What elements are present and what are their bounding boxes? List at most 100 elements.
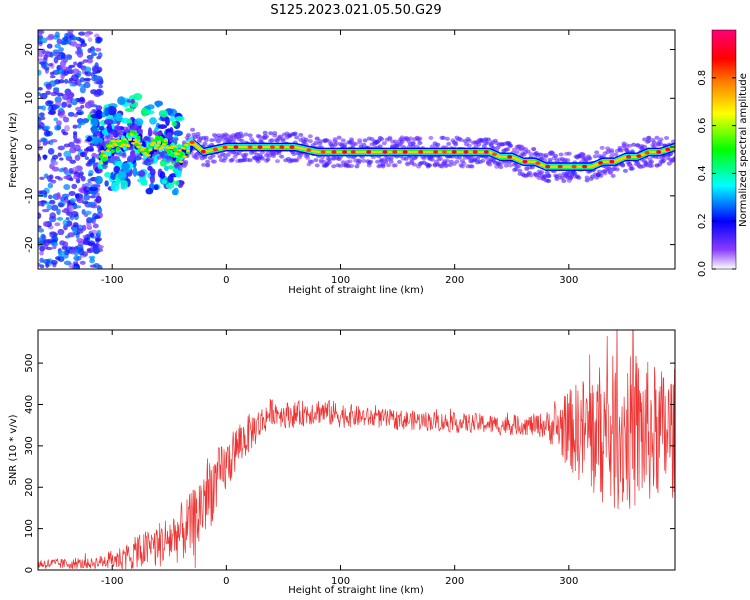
snr-y-tick-label: 300 xyxy=(24,436,35,455)
spectrogram-halo-point xyxy=(651,144,657,149)
spectrogram-noise-point xyxy=(57,152,62,157)
spectrogram-noise-point xyxy=(96,229,102,235)
spectrogram-halo-point xyxy=(239,138,245,143)
spectrogram-noise-point xyxy=(82,239,90,245)
spectrogram-noise-point xyxy=(38,69,42,76)
spectrogram-noise-point xyxy=(45,246,53,251)
spectrogram-noise-point xyxy=(95,40,102,44)
spectrogram-noise-point xyxy=(77,172,83,179)
spectrogram-ridge-cell xyxy=(122,138,127,141)
spectrogram-scatter-point xyxy=(171,189,178,196)
spectrogram-noise-point xyxy=(45,83,52,89)
spectrogram-noise-point xyxy=(41,105,47,111)
spectrogram-noise-point xyxy=(75,106,83,112)
colorbar-label: Normalized spectral amplitude xyxy=(738,73,749,227)
spectrogram-noise-point xyxy=(67,232,75,238)
spectrogram-halo-point xyxy=(629,149,635,154)
spectrogram-halo-point xyxy=(487,162,493,167)
spectrogram-peak-cell xyxy=(571,164,577,169)
spectrogram-halo-point xyxy=(262,130,268,135)
spectrogram-noise-point xyxy=(42,258,51,265)
spectrogram-halo-point xyxy=(587,156,593,161)
spectrogram-noise-point xyxy=(49,231,57,238)
spectrogram-halo-point xyxy=(183,161,189,166)
spectrogram-halo-point xyxy=(417,136,423,141)
spectrogram-scatter-point xyxy=(145,187,154,195)
spectrogram-scatter-point xyxy=(157,124,168,129)
spectrogram-noise-point xyxy=(64,78,69,84)
spectrogram-noise-point xyxy=(61,37,69,44)
spectrogram-halo-point xyxy=(165,158,171,163)
spectrogram-scatter-point xyxy=(124,107,135,112)
spectrogram-peak-cell xyxy=(320,150,326,154)
spectrogram-scatter-point xyxy=(104,107,110,117)
spectrogram-peak-cell xyxy=(222,145,228,150)
spectrogram-halo-point xyxy=(584,175,590,180)
spectrogram-noise-point xyxy=(50,139,58,143)
spectrogram-peak-cell xyxy=(342,150,348,154)
spectrogram-halo-point xyxy=(618,148,624,153)
spectrogram-halo-point xyxy=(362,138,368,143)
spectrogram-noise-point xyxy=(46,204,53,211)
spectrogram-scatter-point xyxy=(171,121,177,127)
spectrogram-halo-point xyxy=(239,134,245,139)
spectrogram-ridge-cell xyxy=(125,144,131,148)
spectrogram-noise-point xyxy=(76,228,84,234)
spectrogram-halo-point xyxy=(379,137,385,142)
spectrogram-ridge-cell xyxy=(160,137,165,142)
spectrogram-halo-point xyxy=(203,138,209,143)
spectrogram-noise-point xyxy=(40,37,48,44)
spectrogram-halo-point xyxy=(275,159,281,164)
spectrogram-scatter-point xyxy=(149,168,156,177)
spectrogram-halo-point xyxy=(247,158,253,163)
spectrogram-noise-point xyxy=(73,61,78,66)
spectrogram-halo-point xyxy=(546,174,552,179)
spectrogram-halo-point xyxy=(485,137,491,142)
spectrogram-noise-point xyxy=(87,37,93,43)
spectrogram-halo-point xyxy=(385,163,391,168)
spectrogram-halo-point xyxy=(166,132,172,137)
spectrogram-noise-point xyxy=(56,92,64,97)
spectrogram-halo-point xyxy=(458,137,464,142)
spectrogram-peak-cell xyxy=(382,150,388,154)
spectrogram-scatter-point xyxy=(149,174,155,184)
spectrogram-halo-point xyxy=(259,156,265,161)
spectrogram-noise-point xyxy=(42,50,51,55)
snr-y-tick-label: 500 xyxy=(24,354,35,373)
spectrogram-noise-point xyxy=(62,209,68,213)
spectrogram-ridge-cell xyxy=(155,135,160,140)
spectrogram-noise-point xyxy=(79,260,86,265)
spectrogram-ridge-cell xyxy=(172,145,177,148)
spectrogram-halo-point xyxy=(550,151,556,156)
colorbar-tick-label: 0.0 xyxy=(697,261,708,277)
spectrogram-halo-point xyxy=(447,163,453,168)
spectrogram-noise-point xyxy=(63,183,71,191)
spectrogram-ridge-cell xyxy=(134,140,139,144)
snr-panel: -100 0 100 200 300 0 100 200 300 400 500 Height o… xyxy=(8,329,676,596)
spectrogram-halo-point xyxy=(417,140,423,145)
spectrogram-noise-point xyxy=(96,205,101,210)
spectrogram-halo-point xyxy=(257,134,263,139)
spectrogram-ridge-cell xyxy=(103,154,109,158)
spectrogram-halo-point xyxy=(528,152,534,157)
spectrogram-noise-point xyxy=(89,232,95,238)
spectrogram-noise-point xyxy=(87,101,95,106)
spectrogram-halo-point xyxy=(622,168,628,173)
spectrogram-halo-point xyxy=(670,139,675,144)
spectrogram-noise-point xyxy=(59,107,64,112)
spectrogram-halo-point xyxy=(291,151,297,156)
spectrogram-halo-point xyxy=(121,152,127,157)
spectrogram-noise-point xyxy=(58,79,65,84)
spectrogram-noise-point xyxy=(81,208,86,215)
spectrogram-noise-point xyxy=(76,244,84,251)
spectrogram-halo-point xyxy=(627,143,633,148)
spectrogram-noise-point xyxy=(40,92,48,100)
spectrogram-noise-point xyxy=(49,75,56,79)
spectrogram-noise-point xyxy=(61,193,70,198)
spectrogram-noise-point xyxy=(87,160,93,165)
spectrogram-ridge-cell xyxy=(167,150,172,155)
spectrogram-ridge-cell xyxy=(170,153,175,158)
spectrogram-noise-point xyxy=(89,257,95,261)
spectrogram-peak-cell xyxy=(402,150,408,154)
